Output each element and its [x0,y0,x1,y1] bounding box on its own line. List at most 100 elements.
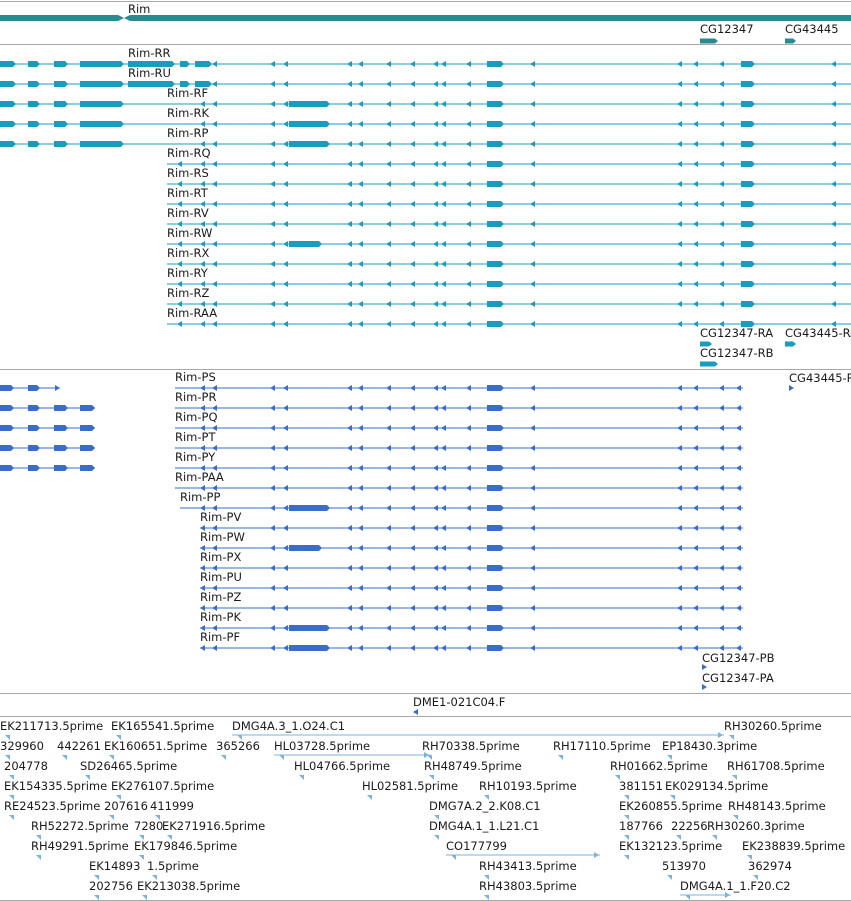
exon-marker [386,321,391,327]
protein-marker [386,525,391,531]
protein-label: Rim-PP [180,490,220,504]
exon-marker [693,161,698,167]
exon-block [54,61,68,67]
evidence-label: RH30260.5prime [724,719,822,733]
protein-marker [358,465,363,471]
evidence-marker [36,835,41,840]
transcript-label: Rim-RZ [167,286,210,300]
exon-block [487,181,504,187]
exon-marker [530,141,535,147]
protein-marker [283,485,288,491]
exon-marker [677,281,682,287]
protein-marker [530,385,535,391]
protein-marker [441,445,446,451]
protein-marker [200,545,205,551]
exon-marker [177,181,182,187]
protein-marker [677,645,682,651]
exon-marker [410,321,415,327]
evidence-marker [624,795,629,800]
exon-marker [358,141,363,147]
evidence-label: 1.5prime [147,859,199,873]
evidence-label: 187766 [619,819,663,833]
exon-marker [441,61,446,67]
protein-marker [441,565,446,571]
exon-marker [410,181,415,187]
protein-block [487,425,504,431]
protein-marker [200,625,205,631]
protein-marker [283,605,288,611]
exon-marker [386,261,391,267]
exon-marker [270,121,275,127]
protein-marker [283,625,288,631]
evidence-label: RH70338.5prime [422,739,520,753]
evidence-label: 202756 [89,879,133,893]
protein-marker [410,445,415,451]
exon-marker [283,241,288,247]
protein-block [0,425,14,431]
protein-marker [441,465,446,471]
protein-block [487,385,504,391]
exon-marker [347,121,352,127]
evidence-marker [624,815,629,820]
exon-block [741,321,755,327]
evidence-label: DMG4A.3_1.O24.C1 [232,719,345,733]
exon-block [54,121,68,127]
exon-marker [212,61,217,67]
protein-marker [386,465,391,471]
exon-marker [212,221,217,227]
protein-marker [677,445,682,451]
gene-label: CG12347 [700,22,754,36]
protein-marker [693,405,698,411]
protein-marker [283,385,288,391]
clone-track: DME1-021C04.F [413,695,505,715]
evidence-label: EK160651.5prime [104,739,207,753]
protein-marker [270,645,275,651]
exon-marker [358,181,363,187]
protein-marker [736,605,741,611]
evidence-marker [434,835,439,840]
exon-marker [347,201,352,207]
exon-marker [200,181,205,187]
exon-marker [283,121,288,127]
evidence-label: RH61708.5prime [727,759,825,773]
evidence-label: EK238839.5prime [742,839,845,853]
exon-marker [719,61,724,67]
protein-marker [466,445,471,451]
exon-marker [433,61,438,67]
exon-marker [386,61,391,67]
evidence-label: 204778 [4,759,48,773]
protein-marker [212,625,217,631]
exon-marker [530,261,535,267]
protein-marker [347,425,352,431]
protein-marker [530,465,535,471]
evidence-label: EK14893 [89,859,140,873]
protein-marker [358,525,363,531]
exon-marker [283,61,288,67]
exon-marker [719,181,724,187]
exon-marker [270,141,275,147]
exon-marker [831,201,836,207]
protein-marker [386,585,391,591]
transcript-label: Rim-RY [167,266,209,280]
evidence-marker [367,795,372,800]
protein-marker [200,425,205,431]
protein-marker [200,385,205,391]
evidence-marker [94,875,99,880]
protein-block [0,465,14,471]
exon-marker [441,221,446,227]
protein-marker [530,625,535,631]
exon-marker [212,281,217,287]
transcript-label: Rim-RU [128,66,171,80]
exon-block [487,81,504,87]
exon-marker [441,121,446,127]
protein-marker [466,405,471,411]
protein-marker [441,405,446,411]
protein-block [54,465,68,471]
exon-block [28,141,40,147]
protein-marker [358,485,363,491]
evidence-label: RH52272.5prime [31,819,129,833]
protein-label: Rim-PS [175,370,216,384]
protein-marker [433,545,438,551]
protein-block [54,425,68,431]
evidence-marker [624,835,629,840]
